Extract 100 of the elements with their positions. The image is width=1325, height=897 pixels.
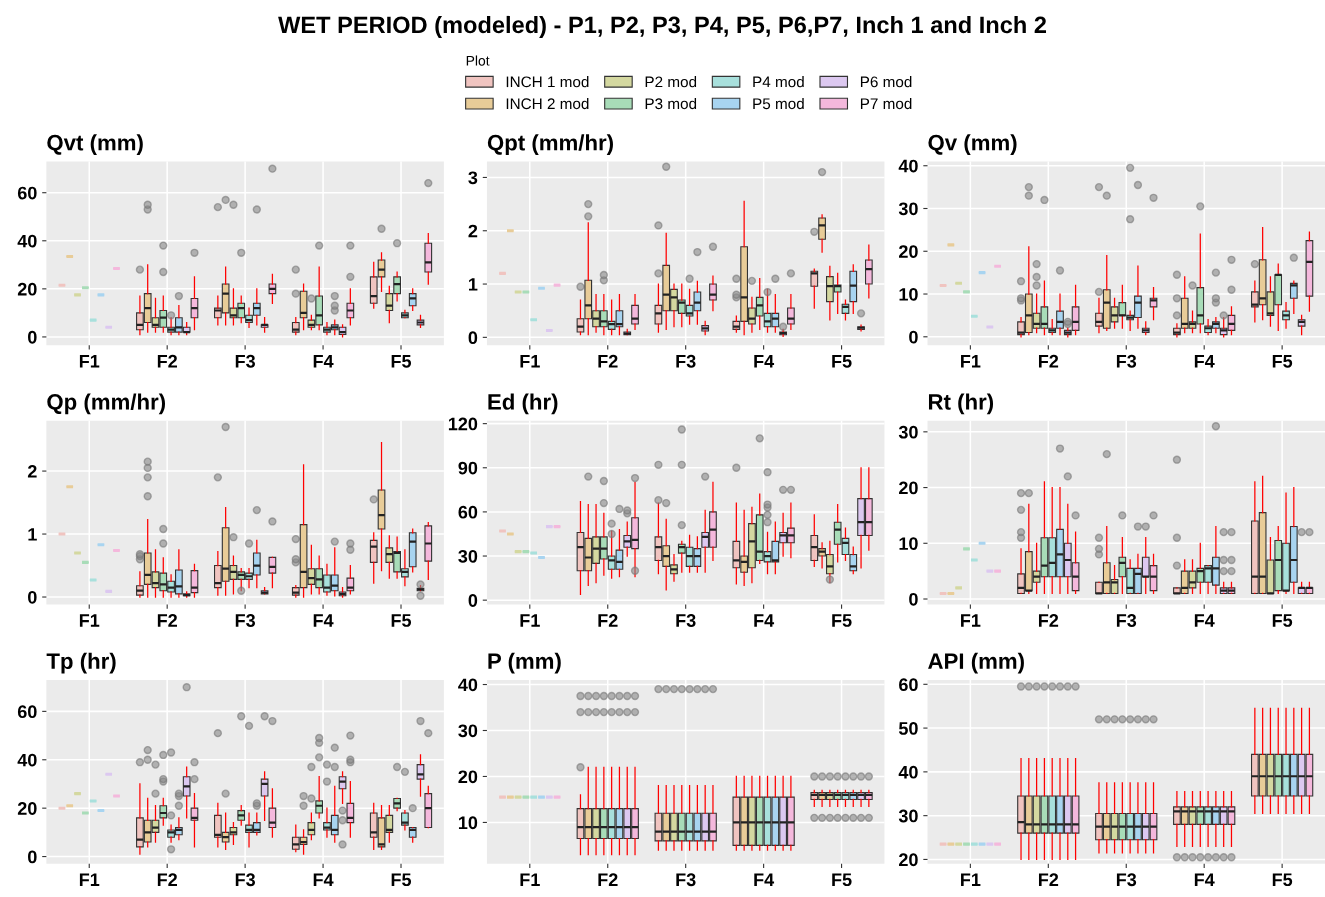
y-tick-label: 0	[468, 594, 478, 607]
x-tick-label: F1	[961, 873, 981, 886]
x-tick-label: F3	[1116, 614, 1137, 627]
x-tick-label: F2	[598, 873, 618, 886]
x-tick-label: F2	[598, 614, 618, 627]
y-tick-label: 30	[458, 549, 478, 563]
x-tick-label: F5	[832, 614, 852, 627]
y-tick-label: 10	[899, 537, 918, 550]
y-tick-label: 40	[458, 678, 478, 692]
y-tick-label: 40	[898, 159, 918, 173]
x-tick-label: F5	[1272, 614, 1293, 627]
y-tick-label: 3	[468, 171, 478, 185]
x-tick-label: F4	[1194, 355, 1215, 368]
x-tick-label: F5	[1272, 873, 1293, 887]
legend-title: Plot	[466, 55, 490, 66]
x-tick-label: F4	[1194, 873, 1215, 886]
x-tick-label: F5	[832, 873, 852, 887]
x-tick-label: F2	[598, 354, 618, 368]
x-tick-label: F4	[313, 614, 334, 627]
x-tick-label: F5	[391, 614, 412, 627]
y-tick-label: 10	[458, 816, 478, 830]
x-tick-label: F4	[1194, 614, 1215, 627]
chart-title: Qp (mm/hr)	[47, 393, 166, 415]
x-tick-label: F3	[235, 614, 256, 627]
x-tick-label: F2	[157, 614, 177, 627]
chart-title: Ed (hr)	[488, 393, 558, 415]
y-tick-label: 0	[28, 850, 37, 864]
x-tick-label: F2	[1038, 354, 1059, 368]
legend-label: P2 mod	[645, 76, 697, 88]
text: WET PERIOD (modeled) - P1, P2, P3, P4, P5, P6,P7, Inch 1 and Inch 2	[278, 15, 1047, 38]
y-tick-label: 0	[909, 592, 918, 606]
y-tick-label: 30	[898, 425, 918, 439]
chart-title: P (mm)	[488, 652, 561, 674]
legend-label: INCH 1 mod	[506, 76, 589, 88]
legend-label: P4 mod	[753, 76, 804, 88]
y-tick-label: 1	[28, 528, 37, 541]
x-tick-label: F1	[961, 355, 981, 368]
legend-label: INCH 2 mod	[506, 97, 589, 110]
chart-title: API (mm)	[928, 652, 1024, 674]
y-tick-label: 0	[28, 590, 37, 604]
y-tick-label: 20	[899, 481, 918, 495]
y-tick-label: 0	[909, 330, 918, 344]
x-tick-label: F2	[1038, 614, 1059, 627]
x-tick-label: F2	[157, 354, 177, 368]
x-tick-label: F2	[157, 873, 177, 886]
y-tick-label: 90	[458, 461, 478, 475]
x-tick-label: F1	[520, 355, 540, 368]
x-tick-label: F1	[79, 355, 100, 368]
x-tick-label: F5	[391, 873, 412, 887]
x-tick-label: F5	[391, 355, 412, 368]
x-tick-label: F4	[754, 355, 775, 368]
y-tick-label: 60	[899, 678, 918, 692]
chart-title: Qv (mm)	[928, 134, 1017, 155]
x-tick-label: F3	[235, 873, 256, 887]
y-tick-label: 40	[17, 753, 37, 767]
y-tick-label: 2	[27, 465, 37, 478]
y-tick-label: 40	[898, 765, 918, 779]
y-tick-label: 30	[898, 202, 918, 216]
legend-label: P5 mod	[753, 97, 804, 110]
x-tick-label: F4	[754, 614, 775, 627]
x-tick-label: F1	[79, 873, 100, 886]
y-tick-label: 30	[898, 809, 918, 823]
x-tick-label: F1	[520, 614, 540, 627]
chart-title: Qvt (mm)	[47, 134, 143, 155]
legend-label: P6 mod	[860, 76, 912, 88]
y-tick-label: 2	[468, 224, 478, 238]
x-tick-label: F4	[313, 873, 334, 886]
y-tick-label: 40	[17, 234, 37, 248]
x-tick-label: F4	[313, 355, 334, 368]
legend-label: P3 mod	[645, 97, 697, 110]
chart-title: Qpt (mm/hr)	[487, 134, 613, 155]
y-tick-label: 60	[458, 505, 478, 519]
y-tick-label: 60	[17, 705, 37, 719]
x-tick-label: F3	[1116, 873, 1137, 887]
x-tick-label: F1	[961, 614, 981, 627]
x-tick-label: F3	[1116, 354, 1137, 368]
y-tick-label: 0	[468, 331, 478, 345]
x-tick-label: F3	[676, 614, 696, 627]
y-tick-label: 30	[458, 724, 478, 738]
y-tick-label: 50	[898, 722, 918, 735]
y-tick-label: 20	[899, 245, 918, 258]
x-tick-label: F2	[1038, 873, 1059, 886]
y-tick-label: 120	[448, 417, 478, 431]
x-tick-label: F1	[520, 873, 540, 886]
y-tick-label: 10	[899, 287, 918, 301]
y-tick-label: 20	[17, 802, 37, 815]
x-tick-label: F3	[676, 873, 696, 887]
x-tick-label: F5	[832, 355, 852, 368]
y-tick-label: 20	[458, 770, 478, 784]
chart-title: Tp (hr)	[46, 652, 116, 674]
chart-title: Rt (hr)	[928, 393, 994, 415]
x-tick-label: F3	[235, 354, 256, 368]
y-tick-label: 0	[28, 330, 37, 344]
legend-label: P7 mod	[860, 97, 912, 110]
y-tick-label: 60	[17, 186, 37, 200]
x-tick-label: F3	[676, 354, 696, 368]
y-tick-label: 20	[17, 282, 37, 296]
y-tick-label: 20	[899, 853, 918, 867]
y-tick-label: 1	[469, 278, 478, 291]
x-tick-label: F4	[754, 873, 775, 886]
